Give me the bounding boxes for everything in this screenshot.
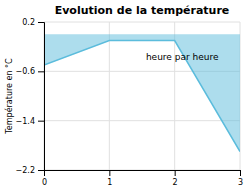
tick-mark — [240, 170, 241, 176]
axis-line — [45, 171, 241, 177]
tick: 1 — [107, 170, 112, 187]
grid-line — [174, 22, 175, 170]
tick: 0.2 — [22, 18, 44, 27]
grid-line — [109, 22, 110, 170]
tick-label: −0.6 — [16, 67, 35, 76]
tick-mark — [38, 22, 44, 23]
tick-mark — [38, 170, 44, 171]
axis-line — [38, 23, 45, 171]
tick: −0.6 — [16, 67, 44, 76]
tick: −1.4 — [16, 117, 44, 126]
plot: 0 1 2 3 0.2 −0.6 −1.4 −2.2 heure par heure — [16, 18, 243, 187]
grid-line — [44, 22, 240, 23]
tick-mark — [38, 121, 44, 122]
area — [44, 34, 240, 151]
tick: 3 — [238, 170, 243, 187]
tick-label: 3 — [238, 178, 243, 187]
tick: 0 — [42, 170, 47, 187]
x-axis: 0 1 2 3 — [42, 170, 243, 187]
tick-label: 2 — [173, 178, 178, 187]
tick-mark — [175, 170, 176, 176]
tick: −2.2 — [16, 166, 44, 175]
y-axis: 0.2 −0.6 −1.4 −2.2 — [16, 18, 45, 175]
tick-label: −1.4 — [16, 117, 35, 126]
tick-mark — [38, 71, 44, 72]
annotation: heure par heure — [146, 52, 219, 62]
tick-label: 0.2 — [22, 18, 35, 27]
grid-line — [44, 120, 240, 121]
title: Evolution de la température — [55, 4, 230, 17]
tick-label: 0 — [42, 178, 47, 187]
marks — [44, 34, 240, 151]
tick-mark — [109, 170, 110, 176]
tick-label: 1 — [107, 178, 112, 187]
grid — [44, 22, 240, 170]
chart: 0 1 2 3 0.2 −0.6 −1.4 −2.2 heure par heure Evolut… — [0, 0, 250, 188]
tick-label: −2.2 — [16, 166, 35, 175]
y-axis-title: Température en °C — [4, 58, 14, 135]
tick: 2 — [173, 170, 178, 187]
line — [44, 41, 240, 152]
